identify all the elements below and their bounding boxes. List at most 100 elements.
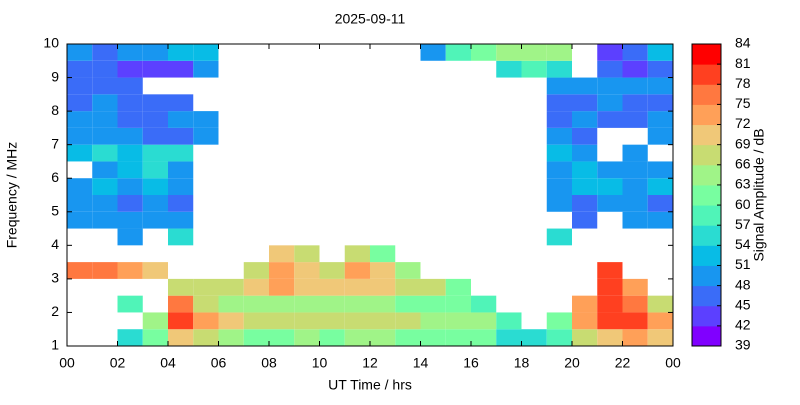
- heat-cell: [168, 195, 194, 212]
- heat-cell: [597, 178, 623, 195]
- heat-cell: [496, 44, 522, 61]
- heat-cell: [67, 60, 93, 78]
- x-tick-label: 00: [665, 355, 681, 371]
- heat-cell: [395, 312, 421, 330]
- heat-cell: [647, 60, 673, 78]
- x-tick-label: 12: [362, 355, 378, 371]
- heat-cell: [572, 329, 598, 346]
- y-tick-label: 5: [51, 202, 59, 218]
- heat-cell: [294, 329, 320, 346]
- colorbar-tick-label: 51: [735, 256, 751, 272]
- x-tick-label: 18: [514, 355, 530, 371]
- heat-cell: [142, 211, 168, 229]
- heat-cell: [572, 178, 598, 195]
- heat-cell: [92, 144, 118, 162]
- heat-cell: [370, 329, 396, 346]
- heat-cell: [92, 178, 118, 195]
- heat-cell: [269, 295, 295, 313]
- colorbar-tick-label: 69: [735, 135, 751, 151]
- heat-cell: [597, 312, 623, 330]
- heat-cell: [546, 60, 572, 78]
- heat-cell: [647, 329, 673, 346]
- heat-cell: [471, 44, 497, 61]
- colorbar-tick-label: 42: [735, 317, 751, 333]
- heat-cell: [168, 127, 194, 145]
- colorbar-tick-label: 63: [735, 176, 751, 192]
- heat-cell: [67, 144, 93, 162]
- heat-cell: [546, 178, 572, 195]
- heat-cell: [117, 211, 143, 229]
- heat-cell: [420, 44, 446, 61]
- heat-cell: [193, 312, 219, 330]
- heat-cell: [243, 295, 269, 313]
- heat-cell: [92, 94, 118, 112]
- colorbar-tick-label: 81: [735, 55, 751, 71]
- heat-cell: [572, 211, 598, 229]
- heat-cell: [319, 278, 345, 296]
- heat-cell: [269, 262, 295, 279]
- heat-cell: [370, 278, 396, 296]
- colorbar-band: [692, 164, 721, 186]
- heat-cell: [269, 278, 295, 296]
- heat-cell: [168, 144, 194, 162]
- heat-cell: [117, 262, 143, 279]
- heat-cell: [142, 329, 168, 346]
- y-tick-label: 10: [43, 35, 59, 51]
- heat-cell: [193, 60, 219, 78]
- heat-cell: [344, 312, 370, 330]
- heat-cell: [142, 60, 168, 78]
- heat-cell: [193, 111, 219, 128]
- heat-cell: [471, 329, 497, 346]
- heat-cell: [572, 161, 598, 179]
- colorbar-band: [692, 245, 721, 266]
- heat-cell: [622, 278, 648, 296]
- heat-cell: [117, 228, 143, 246]
- heat-cell: [193, 329, 219, 346]
- heat-cell: [269, 312, 295, 330]
- x-tick-label: 06: [211, 355, 227, 371]
- heat-cell: [168, 178, 194, 195]
- heat-cell: [117, 77, 143, 95]
- colorbar-band: [692, 225, 721, 246]
- heat-cell: [622, 77, 648, 95]
- heat-cell: [142, 144, 168, 162]
- heat-cell: [243, 278, 269, 296]
- y-tick-label: 6: [51, 169, 59, 185]
- heat-cell: [572, 312, 598, 330]
- y-tick-label: 9: [51, 68, 59, 84]
- heat-cell: [243, 329, 269, 346]
- heat-cell: [597, 60, 623, 78]
- colorbar-band: [692, 104, 721, 126]
- colorbar-band: [692, 205, 721, 226]
- heat-cell: [142, 161, 168, 179]
- heat-cell: [572, 144, 598, 162]
- heat-cell: [67, 44, 93, 61]
- heat-cell: [546, 312, 572, 330]
- heat-cell: [521, 44, 547, 61]
- heat-cell: [243, 312, 269, 330]
- y-tick-label: 3: [51, 270, 59, 286]
- heat-cell: [67, 77, 93, 95]
- heat-cell: [622, 44, 648, 61]
- heat-cell: [546, 111, 572, 128]
- heat-cell: [445, 312, 471, 330]
- colorbar-band: [692, 84, 721, 105]
- heat-cell: [395, 329, 421, 346]
- heat-cell: [92, 60, 118, 78]
- heat-cell: [319, 262, 345, 279]
- heat-cell: [597, 94, 623, 112]
- heat-cell: [92, 44, 118, 61]
- heat-cell: [243, 262, 269, 279]
- heat-cell: [572, 94, 598, 112]
- heat-cell: [647, 94, 673, 112]
- heat-cell: [142, 94, 168, 112]
- heat-cell: [572, 127, 598, 145]
- heat-cell: [344, 295, 370, 313]
- heat-cell: [193, 295, 219, 313]
- heat-cell: [546, 144, 572, 162]
- x-tick-label: 00: [59, 355, 75, 371]
- heat-cell: [168, 228, 194, 246]
- heat-cell: [168, 44, 194, 61]
- heat-cell: [521, 329, 547, 346]
- heat-cell: [319, 312, 345, 330]
